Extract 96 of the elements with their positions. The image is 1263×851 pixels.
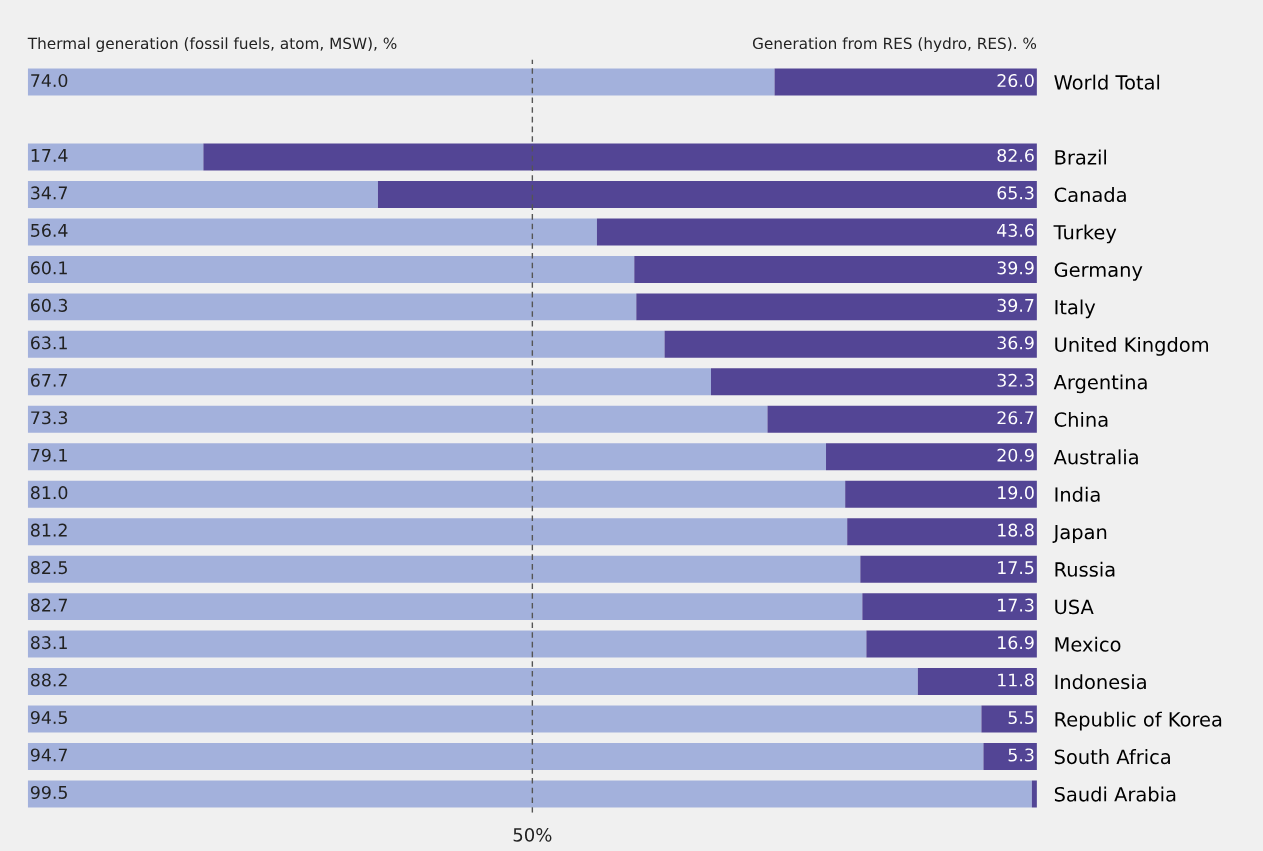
bar <box>377 180 1037 208</box>
bar <box>634 255 1037 283</box>
bar <box>27 555 861 583</box>
bar <box>664 330 1037 358</box>
data-label: 17.4 <box>31 149 68 162</box>
y-tick-label: Canada <box>1054 187 1126 203</box>
y-tick-label: Japan <box>1052 524 1107 544</box>
data-label: 17.3 <box>998 598 1034 612</box>
bar <box>27 405 768 433</box>
bar <box>845 480 1037 508</box>
y-tick-label: USA <box>1055 599 1094 615</box>
data-label: 81.0 <box>30 486 68 500</box>
data-label: 81.2 <box>30 523 67 537</box>
y-tick-label: Mexico <box>1055 636 1121 652</box>
series-label: Thermal generation (fossil fuels, atom, MSW), % <box>27 37 397 53</box>
bar <box>27 518 848 546</box>
bar <box>27 780 1032 808</box>
bar <box>862 593 1037 621</box>
bar <box>826 443 1037 471</box>
bar <box>27 743 984 770</box>
series-label: Generation from RES (hydro, RES). % <box>752 37 1037 53</box>
data-label: 36.9 <box>997 336 1034 350</box>
bar <box>27 218 597 246</box>
bar <box>596 218 1037 246</box>
data-label: 20.9 <box>997 448 1034 462</box>
bar <box>767 405 1037 433</box>
y-tick-label: India <box>1055 486 1100 502</box>
bar <box>27 180 378 208</box>
data-label: 99.5 <box>30 785 67 800</box>
bar <box>27 443 827 471</box>
data-label: 26.0 <box>997 73 1034 88</box>
bar <box>710 368 1037 396</box>
y-tick-label: Russia <box>1055 561 1115 577</box>
data-label: 34.7 <box>31 186 67 200</box>
data-label: 79.1 <box>31 448 67 462</box>
y-tick-label: China <box>1054 411 1108 427</box>
data-label: 60.3 <box>31 298 68 312</box>
ref-line-label: 50% <box>513 828 552 842</box>
bar <box>27 255 635 283</box>
data-label: 26.7 <box>997 411 1034 425</box>
data-label: 17.5 <box>998 561 1034 575</box>
y-tick-label: World Total <box>1054 74 1160 90</box>
data-label: 11.8 <box>998 673 1034 687</box>
bar <box>203 143 1037 171</box>
bar <box>27 368 711 396</box>
y-tick-label: Brazil <box>1055 149 1107 165</box>
data-label: 88.2 <box>30 673 67 687</box>
y-tick-label: Saudi Arabia <box>1054 786 1176 802</box>
data-label: 5.5 <box>1008 711 1034 725</box>
data-label: 67.7 <box>31 373 67 387</box>
data-label: 32.3 <box>997 373 1034 387</box>
bar <box>27 630 867 658</box>
bar <box>27 705 982 733</box>
data-label: 16.9 <box>998 636 1034 650</box>
data-label: 56.4 <box>31 223 68 237</box>
data-label: 94.5 <box>30 710 67 725</box>
bar <box>866 630 1037 658</box>
bar <box>27 330 665 358</box>
bar <box>27 668 918 696</box>
data-label: 19.0 <box>998 486 1034 500</box>
y-tick-label: South Africa <box>1054 749 1170 765</box>
data-label: 63.1 <box>31 336 67 350</box>
y-tick-label: Italy <box>1055 299 1096 319</box>
bar <box>981 705 1037 733</box>
bar <box>27 68 775 96</box>
y-tick-label: Germany <box>1054 262 1143 281</box>
bar <box>27 143 204 171</box>
bar <box>860 555 1037 583</box>
y-tick-label: Turkey <box>1053 224 1117 244</box>
data-label: 82.6 <box>997 148 1034 163</box>
data-label: 94.7 <box>30 748 67 762</box>
y-tick-label: Indonesia <box>1055 674 1146 690</box>
data-label: 83.1 <box>30 636 67 650</box>
data-label: 74.0 <box>31 73 68 88</box>
bar <box>27 480 846 508</box>
data-label: 82.7 <box>30 598 67 612</box>
y-tick-label: United Kingdom <box>1055 336 1209 356</box>
bar <box>636 293 1037 321</box>
bar <box>847 518 1037 546</box>
bar <box>774 68 1037 96</box>
data-label: 39.7 <box>997 298 1034 312</box>
bar <box>983 743 1037 770</box>
data-label: 5.3 <box>1008 748 1034 762</box>
data-label: 73.3 <box>31 411 68 425</box>
bar <box>27 593 863 621</box>
y-tick-label: Argentina <box>1053 374 1147 394</box>
bar <box>917 668 1037 696</box>
data-label: 65.3 <box>997 186 1034 200</box>
data-label: 82.5 <box>30 561 67 575</box>
y-tick-label: Republic of Korea <box>1055 711 1222 731</box>
y-tick-label: Australia <box>1053 449 1138 465</box>
bar <box>27 293 637 321</box>
data-label: 43.6 <box>997 223 1034 237</box>
data-label: 60.1 <box>31 261 67 275</box>
data-label: 39.9 <box>997 261 1034 275</box>
data-label: 18.8 <box>998 523 1034 537</box>
